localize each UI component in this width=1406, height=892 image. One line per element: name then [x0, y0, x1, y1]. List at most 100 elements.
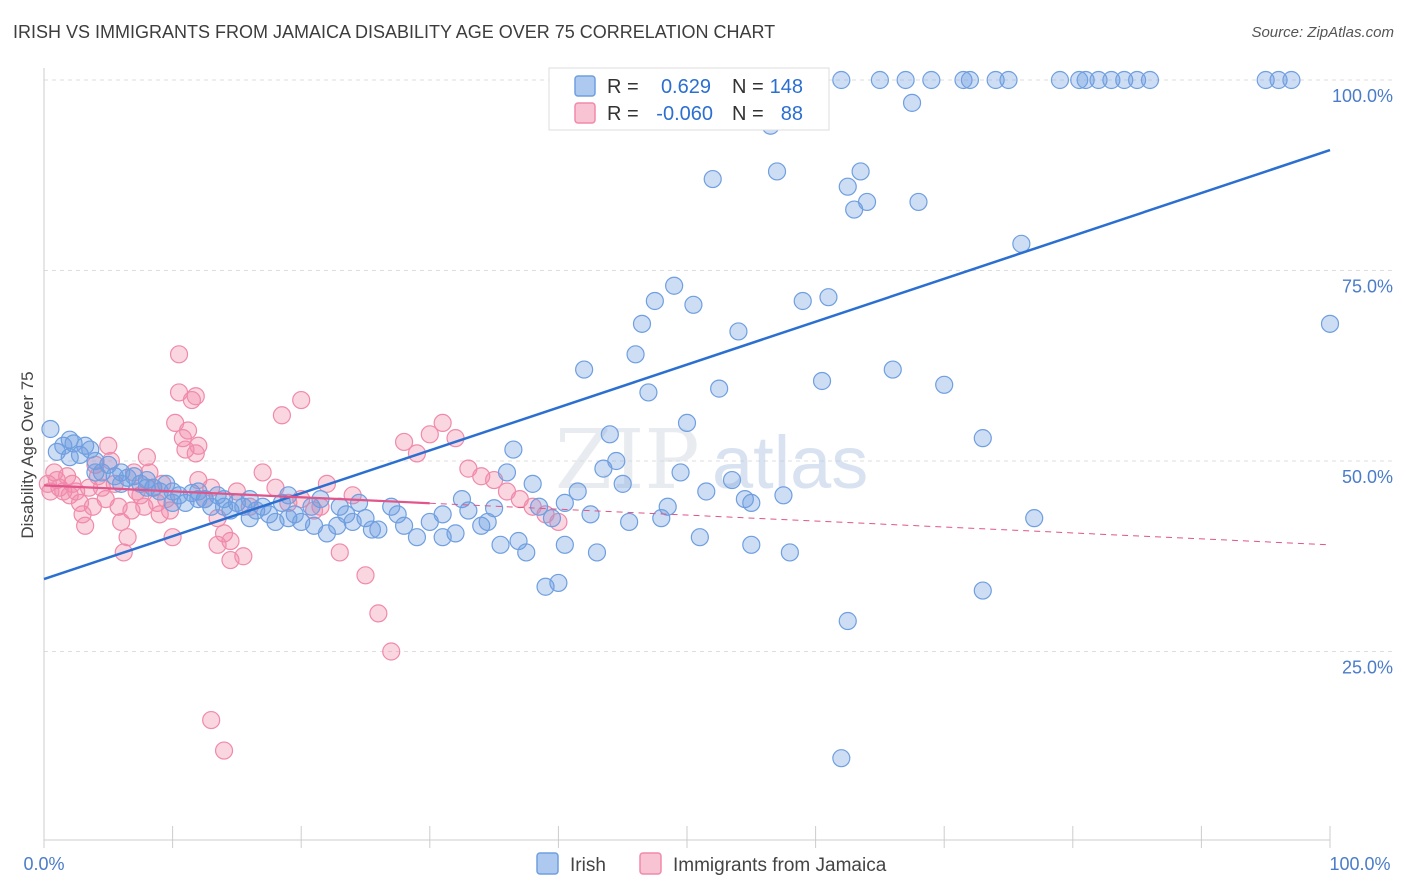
data-point	[163, 493, 182, 513]
y-tick-label-50: 50.0%	[1342, 467, 1393, 487]
data-point	[665, 276, 684, 295]
data-point	[407, 444, 427, 463]
data-point	[1127, 70, 1147, 90]
y-tick-label-100: 100.0%	[1332, 86, 1393, 106]
data-point	[838, 177, 857, 196]
data-point	[896, 70, 915, 90]
data-point	[382, 642, 401, 661]
data-point	[703, 169, 722, 189]
trend-line-jamaica-dashed	[429, 502, 1331, 546]
data-point	[112, 512, 131, 532]
data-point	[838, 611, 857, 631]
data-point	[420, 425, 439, 444]
data-point	[189, 490, 208, 509]
grid-lines	[44, 79, 1392, 652]
data-point	[178, 421, 198, 440]
stats-legend-r-value-1: 0.629	[661, 76, 711, 98]
data-point	[157, 474, 176, 493]
data-point	[64, 434, 83, 453]
data-point	[857, 192, 877, 212]
data-point	[767, 162, 787, 181]
data-point	[722, 470, 742, 490]
data-point	[118, 528, 137, 547]
data-point	[620, 512, 639, 532]
data-point	[73, 505, 92, 524]
data-point	[581, 505, 600, 524]
x-axis-tick-marks	[43, 826, 1331, 848]
data-point	[812, 371, 832, 391]
data-point	[60, 448, 79, 467]
y-tick-label-75: 75.0%	[1342, 277, 1393, 297]
data-point	[99, 436, 118, 455]
data-point	[272, 406, 292, 425]
data-point	[793, 291, 812, 311]
data-point	[832, 70, 851, 90]
data-point	[729, 322, 748, 341]
data-point	[330, 497, 349, 516]
data-point	[86, 463, 105, 482]
data-point	[517, 543, 536, 562]
data-point	[530, 497, 549, 516]
data-point	[304, 516, 324, 535]
data-point	[491, 535, 510, 554]
data-point	[742, 535, 761, 554]
data-point	[433, 413, 452, 432]
stats-legend-r-label-1: R =	[607, 76, 639, 98]
data-point	[697, 482, 716, 501]
legend-swatch-irish	[536, 852, 559, 875]
data-point	[76, 516, 95, 535]
data-point	[240, 490, 259, 509]
data-point	[150, 505, 169, 524]
data-point	[645, 291, 664, 311]
data-point	[935, 375, 954, 394]
data-point	[1089, 70, 1108, 90]
data-point	[504, 440, 523, 459]
data-point	[542, 509, 562, 528]
data-point	[330, 543, 349, 562]
data-point	[478, 512, 497, 532]
data-point	[973, 429, 992, 448]
data-point	[394, 516, 414, 535]
data-point	[555, 535, 574, 554]
data-point	[41, 419, 60, 439]
data-point	[774, 486, 793, 505]
data-point	[362, 520, 382, 539]
data-point	[202, 710, 221, 730]
data-point	[137, 448, 156, 467]
data-point	[1256, 70, 1275, 90]
data-point	[1025, 509, 1044, 528]
data-point	[407, 528, 427, 547]
data-point	[742, 493, 761, 513]
data-point	[632, 314, 652, 333]
data-point	[1102, 70, 1121, 90]
data-point	[902, 93, 922, 112]
jamaica-series	[38, 345, 568, 760]
data-point	[433, 505, 452, 524]
legend-label-irish: Irish	[570, 855, 606, 876]
data-point	[677, 413, 697, 432]
stats-legend-swatch-irish	[574, 75, 596, 97]
data-point	[356, 566, 375, 585]
data-point	[1282, 70, 1301, 90]
chart-title: IRISH VS IMMIGRANTS FROM JAMAICA DISABIL…	[13, 22, 776, 42]
data-point	[555, 493, 574, 513]
data-point	[575, 360, 594, 379]
trend-line-irish	[43, 148, 1331, 581]
data-point	[337, 505, 356, 524]
data-point	[819, 288, 838, 307]
data-point	[497, 463, 517, 482]
data-point	[388, 505, 407, 524]
watermark-zip: ZIP	[555, 413, 700, 508]
source-label: Source: ZipAtlas.com	[1251, 24, 1394, 41]
data-point	[613, 474, 632, 493]
data-point	[1115, 70, 1134, 90]
data-point	[41, 482, 60, 501]
data-point	[1050, 70, 1070, 90]
data-point	[652, 509, 671, 528]
data-point	[587, 543, 607, 562]
data-point	[684, 295, 703, 314]
data-point	[253, 463, 272, 482]
data-point	[394, 432, 414, 452]
data-point	[883, 360, 902, 379]
data-point	[369, 520, 388, 539]
